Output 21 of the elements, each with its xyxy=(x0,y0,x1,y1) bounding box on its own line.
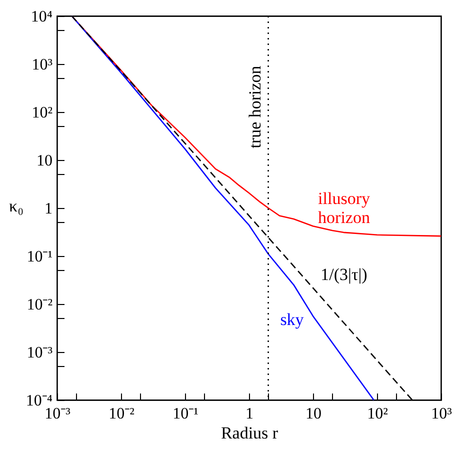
ref-line-label: true horizon xyxy=(245,65,264,148)
series-label: illusory horizon xyxy=(318,189,370,227)
y-tick-label: 10² xyxy=(32,104,53,122)
x-tick-label: 10 xyxy=(306,406,322,422)
x-tick-label: 10² xyxy=(367,406,388,422)
series-label: 1/(3|τ|) xyxy=(320,265,368,284)
y-tick-label: 10⁻¹ xyxy=(26,248,53,266)
y-tick-label: 10⁻⁴ xyxy=(26,392,53,410)
series-label: sky xyxy=(280,310,304,329)
y-tick-label: 10⁻³ xyxy=(26,344,53,362)
x-tick-label: 1 xyxy=(246,406,254,422)
y-tick-label: 10⁻² xyxy=(26,296,53,314)
y-tick-label: 1 xyxy=(44,200,52,218)
y-tick-label: 10³ xyxy=(32,56,53,74)
x-tick-label: 10⁻¹ xyxy=(172,406,199,422)
x-tick-label: 10³ xyxy=(431,406,452,422)
x-tick-label: 10⁻² xyxy=(108,406,135,422)
y-tick-label: 10⁴ xyxy=(30,8,53,26)
y-axis-title: κ₀ xyxy=(9,196,24,216)
x-axis-title: Radius r xyxy=(220,424,278,442)
y-tick-label: 10 xyxy=(36,152,52,170)
